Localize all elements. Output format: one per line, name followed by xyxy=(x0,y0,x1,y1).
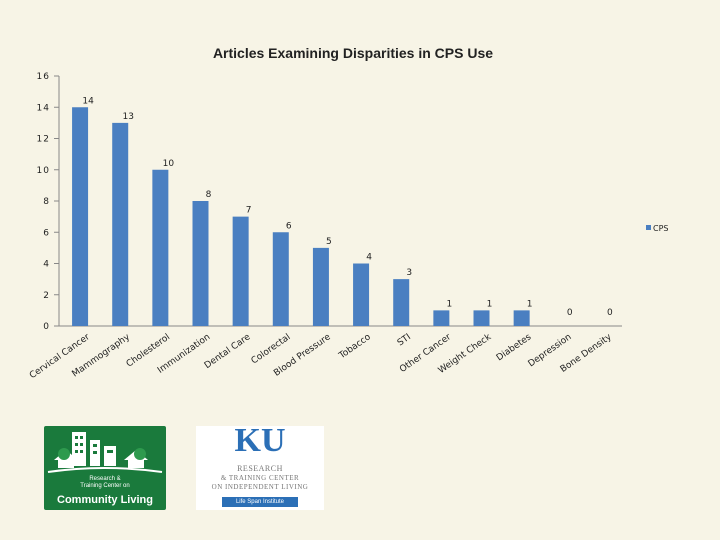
y-tick-label: 0 xyxy=(43,322,50,332)
data-label: 3 xyxy=(406,268,412,278)
legend-label: CPS xyxy=(653,224,669,233)
y-tick-label: 4 xyxy=(43,260,50,270)
y-tick-label: 14 xyxy=(37,103,50,113)
bar-chart: Articles Examining Disparities in CPS Us… xyxy=(28,45,669,381)
rtc-community-living-logo: Research & Training Center on Community L… xyxy=(44,426,166,510)
x-tick-label: STI xyxy=(396,332,413,348)
ku-line1: RESEARCH xyxy=(237,464,283,473)
bar xyxy=(513,310,530,326)
bar xyxy=(152,169,169,326)
x-tick-label: Diabetes xyxy=(495,332,534,363)
houses-icon xyxy=(47,432,163,473)
bar xyxy=(272,232,289,326)
data-label: 0 xyxy=(567,308,573,318)
bar xyxy=(112,122,129,326)
data-label: 5 xyxy=(326,237,332,247)
x-tick-label: Tobacco xyxy=(337,332,374,362)
bar xyxy=(353,263,370,326)
y-tick-label: 10 xyxy=(37,166,50,176)
bar xyxy=(473,310,490,326)
data-label: 1 xyxy=(487,299,493,309)
chart-title: Articles Examining Disparities in CPS Us… xyxy=(213,45,493,61)
bar xyxy=(72,107,89,326)
logo-left-caption: Research & Training Center on xyxy=(80,476,130,489)
y-tick-label: 6 xyxy=(43,228,50,238)
data-label: 10 xyxy=(163,159,175,169)
y-tick-label: 16 xyxy=(37,72,50,82)
bar xyxy=(433,310,450,326)
ku-line3: ON INDEPENDENT LIVING xyxy=(211,483,309,491)
data-label: 4 xyxy=(366,253,372,263)
data-label: 1 xyxy=(527,299,533,309)
y-tick-label: 8 xyxy=(43,197,50,207)
legend-swatch xyxy=(646,225,651,230)
ku-band: Life Span Institute xyxy=(222,497,298,507)
ku-line2: & TRAINING CENTER xyxy=(220,474,300,482)
data-label: 13 xyxy=(122,112,133,122)
bars xyxy=(72,107,530,326)
data-label: 8 xyxy=(206,190,212,200)
y-tick-label: 12 xyxy=(37,135,50,145)
data-label: 14 xyxy=(82,96,94,106)
ku-mark: KU xyxy=(234,422,286,459)
data-label: 6 xyxy=(286,221,292,231)
bar xyxy=(232,216,249,326)
y-tick-label: 2 xyxy=(43,291,50,301)
bar xyxy=(312,247,329,326)
ku-rtcil-logo: KU RESEARCH & TRAINING CENTER ON INDEPEN… xyxy=(196,422,324,510)
logo-left-title: Community Living xyxy=(57,494,153,506)
legend: CPS xyxy=(646,224,669,233)
data-label: 1 xyxy=(446,299,452,309)
bar xyxy=(192,201,209,326)
data-label: 7 xyxy=(246,206,252,216)
bar xyxy=(393,279,410,326)
x-axis-labels: Cervical CancerMammographyCholesterolImm… xyxy=(28,332,614,381)
data-label: 0 xyxy=(607,308,613,318)
